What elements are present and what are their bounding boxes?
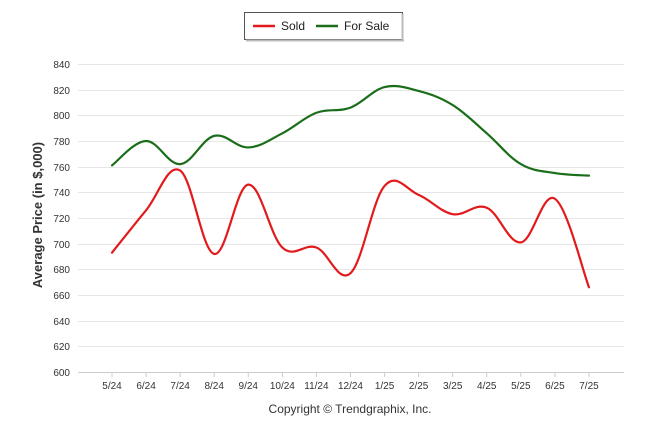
- x-tick-label: 1/25: [375, 381, 395, 392]
- y-tick-label: 660: [53, 291, 70, 302]
- x-tick-label: 10/24: [270, 381, 295, 392]
- x-tick-label: 11/24: [304, 381, 329, 392]
- y-tick-label: 600: [53, 368, 70, 379]
- x-tick-label: 8/24: [204, 381, 224, 392]
- y-tick-label: 620: [53, 342, 70, 353]
- copyright-credit: Copyright © Trendgraphix, Inc.: [269, 402, 432, 416]
- legend-sold-label: Sold: [281, 19, 305, 33]
- legend: Sold For Sale: [244, 12, 404, 42]
- gridlines: [78, 64, 624, 373]
- y-axis-label: Average Price (in $,000): [30, 142, 45, 288]
- y-tick-label: 780: [53, 137, 70, 148]
- x-tick-label: 5/25: [511, 381, 531, 392]
- x-tick-label: 6/25: [545, 381, 565, 392]
- series-line-sold: [110, 168, 591, 289]
- y-tick-label: 740: [53, 188, 70, 199]
- x-tick-label: 7/24: [170, 381, 190, 392]
- x-tick-label: 4/25: [477, 381, 497, 392]
- x-tick-label: 9/24: [239, 381, 259, 392]
- y-axis-ticks: 600 620 640 660 680 700 720 740 760 780 800 820 840: [53, 60, 70, 379]
- x-tick-label: 12/24: [338, 381, 363, 392]
- y-tick-label: 640: [53, 317, 70, 328]
- x-tick-label: 5/24: [102, 381, 122, 392]
- y-tick-label: 840: [53, 60, 70, 71]
- y-tick-label: 820: [53, 86, 70, 97]
- x-tick-label: 6/24: [136, 381, 156, 392]
- y-tick-label: 700: [53, 240, 70, 251]
- y-tick-label: 760: [53, 163, 70, 174]
- x-axis-ticks: 5/24 6/24 7/24 8/24 9/24 10/24 11/24 12/24 1/25 2…: [78, 372, 624, 392]
- y-tick-label: 680: [53, 265, 70, 276]
- legend-forsale-label: For Sale: [344, 19, 390, 33]
- x-tick-label: 2/25: [409, 381, 429, 392]
- y-tick-label: 800: [53, 111, 70, 122]
- series-line-for-sale: [110, 84, 591, 177]
- x-tick-label: 3/25: [443, 381, 463, 392]
- y-tick-label: 720: [53, 214, 70, 225]
- series-lines: [110, 84, 591, 289]
- x-tick-label: 7/25: [579, 381, 599, 392]
